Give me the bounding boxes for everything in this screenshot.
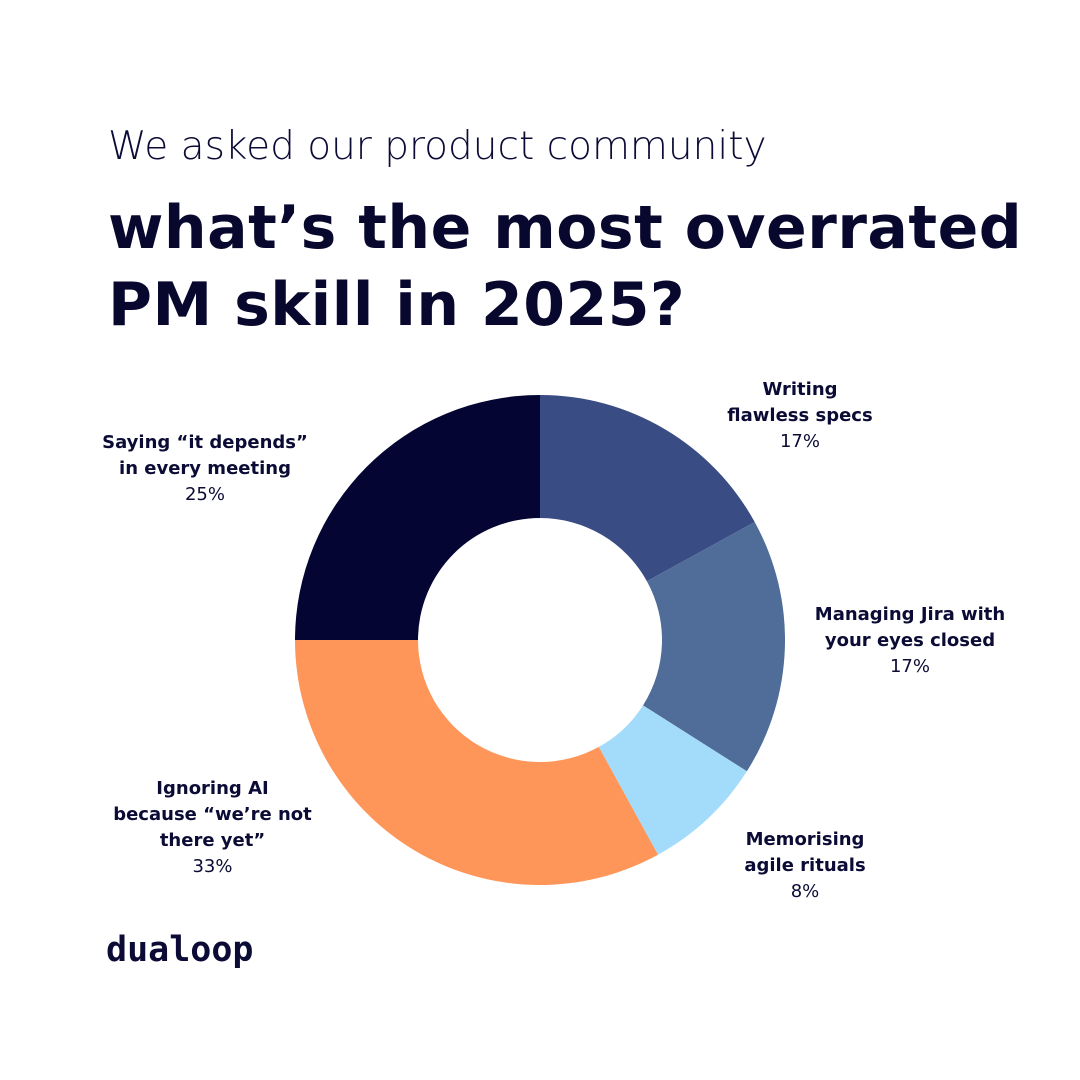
slice-label: Writing flawless specs bbox=[727, 379, 873, 426]
slice-value: 33% bbox=[192, 856, 233, 877]
slice-label: Managing Jira with your eyes closed bbox=[814, 604, 1006, 651]
label-managing-jira: Managing Jira with your eyes closed 17% bbox=[790, 602, 1030, 680]
label-writing-specs: Writing flawless specs 17% bbox=[690, 377, 910, 455]
label-memorising-rituals: Memorising agile rituals 8% bbox=[705, 827, 905, 905]
slice-label: Ignoring AI because “we’re not there yet… bbox=[113, 778, 312, 851]
title-line-1: what’s the most overrated bbox=[108, 193, 1023, 263]
donut-slice-3 bbox=[295, 640, 659, 885]
label-saying-it-depends: Saying “it depends” in every meeting 25% bbox=[90, 430, 320, 508]
donut-slice-1 bbox=[643, 521, 786, 772]
slice-label: Saying “it depends” in every meeting bbox=[102, 432, 308, 479]
slice-value: 17% bbox=[889, 656, 930, 677]
survey-intro: We asked our product community bbox=[108, 124, 767, 169]
page-title: what’s the most overrated PM skill in 20… bbox=[108, 190, 1023, 344]
label-ignoring-ai: Ignoring AI because “we’re not there yet… bbox=[100, 776, 325, 880]
donut-slice-4 bbox=[295, 395, 540, 640]
slice-label: Memorising agile rituals bbox=[744, 829, 866, 876]
slice-value: 8% bbox=[790, 881, 820, 902]
dualoop-logo: dualoop bbox=[106, 930, 254, 970]
slice-value: 25% bbox=[184, 484, 225, 505]
donut-slice-0 bbox=[540, 395, 755, 582]
slice-value: 17% bbox=[779, 431, 820, 452]
donut-slice-2 bbox=[598, 705, 747, 855]
title-line-2: PM skill in 2025? bbox=[108, 270, 686, 340]
